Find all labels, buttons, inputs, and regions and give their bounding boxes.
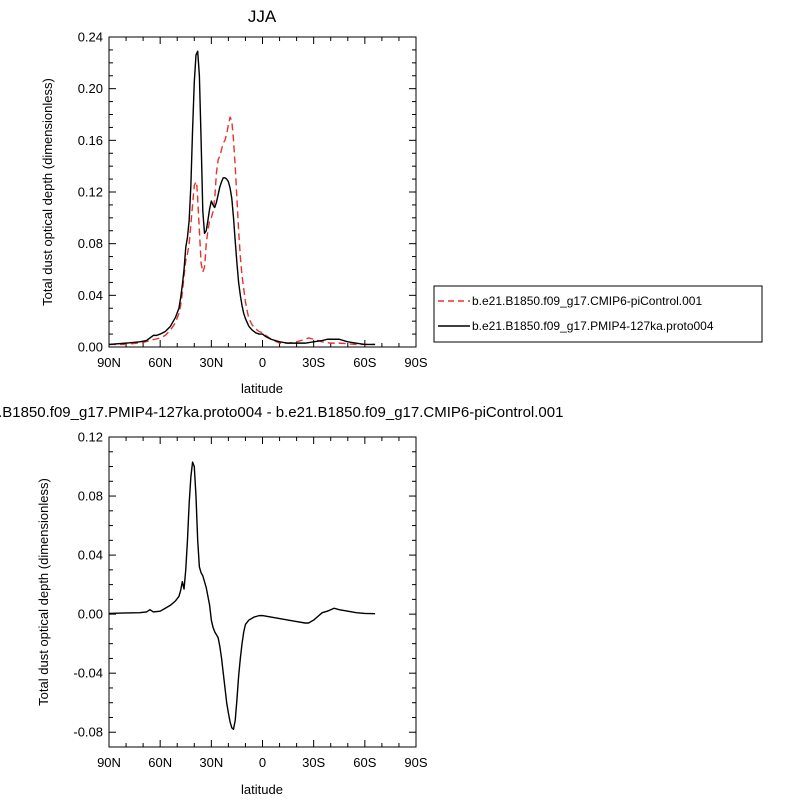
bottom-chart-title: b.e21.B1850.f09_g17.PMIP4-127ka.proto004… <box>0 404 563 421</box>
x-tick-label: 30N <box>199 755 223 770</box>
x-tick-label: 90N <box>97 755 121 770</box>
y-tick-label: 0.00 <box>78 607 103 622</box>
top-ticks: 90N 60N 30N 0 30S 60S 90S 0.00 0.04 0.08 0.12 0.16 0… <box>78 30 428 371</box>
top-x-axis-label: latitude <box>241 381 283 396</box>
x-tick-label: 60S <box>353 355 376 370</box>
legend-box <box>433 285 763 343</box>
y-tick-label: 0.24 <box>78 30 103 45</box>
top-y-axis-label: Total dust optical depth (dimensionless) <box>40 78 55 306</box>
top-series-group <box>108 50 376 346</box>
x-tick-label: 60N <box>148 755 172 770</box>
series-line-1-0 <box>108 461 376 730</box>
x-tick-label: 0 <box>259 755 266 770</box>
top-plot-frame <box>108 36 417 348</box>
top-chart: JJA 90N 60N 30N 0 30S 60S 90S 0.00 0.04 0.08 0.12 0… <box>40 7 763 396</box>
y-tick-label: 0.12 <box>78 430 103 445</box>
bottom-ticks: 90N 60N 30N 0 30S 60S 90S -0.08 -0.04 0.00 0.04 0.0… <box>73 430 428 771</box>
y-tick-label: 0.04 <box>78 548 103 563</box>
bottom-chart: b.e21.B1850.f09_g17.PMIP4-127ka.proto004… <box>0 404 563 797</box>
x-tick-label: 60S <box>353 755 376 770</box>
y-tick-label: 0.08 <box>78 489 103 504</box>
y-tick-label: 0.12 <box>78 185 103 200</box>
bottom-y-axis-label: Total dust optical depth (dimensionless) <box>36 478 51 706</box>
x-tick-label: 30S <box>302 355 325 370</box>
y-tick-label: -0.04 <box>73 666 103 681</box>
legend: b.e21.B1850.f09_g17.CMIP6-piControl.001 … <box>433 285 763 343</box>
bottom-plot-frame <box>108 436 417 748</box>
legend-label-127ka: b.e21.B1850.f09_g17.PMIP4-127ka.proto004 <box>472 319 714 333</box>
bottom-series-group <box>108 461 376 730</box>
legend-label-picontrol: b.e21.B1850.f09_g17.CMIP6-piControl.001 <box>472 294 702 308</box>
y-tick-label: 0.20 <box>78 81 103 96</box>
x-tick-label: 90S <box>404 755 427 770</box>
series-line-0-0 <box>109 116 376 346</box>
bottom-x-axis-label: latitude <box>241 782 283 797</box>
y-tick-label: 0.08 <box>78 236 103 251</box>
x-tick-label: 90N <box>97 355 121 370</box>
y-tick-label: -0.08 <box>73 725 103 740</box>
top-chart-title: JJA <box>248 7 277 26</box>
x-tick-label: 30N <box>199 355 223 370</box>
x-tick-label: 90S <box>404 355 427 370</box>
x-tick-label: 30S <box>302 755 325 770</box>
x-tick-label: 0 <box>259 355 266 370</box>
y-tick-label: 0.00 <box>78 340 103 355</box>
y-tick-label: 0.04 <box>78 288 103 303</box>
x-tick-label: 60N <box>148 355 172 370</box>
series-line-0-1 <box>108 50 376 346</box>
y-tick-label: 0.16 <box>78 133 103 148</box>
